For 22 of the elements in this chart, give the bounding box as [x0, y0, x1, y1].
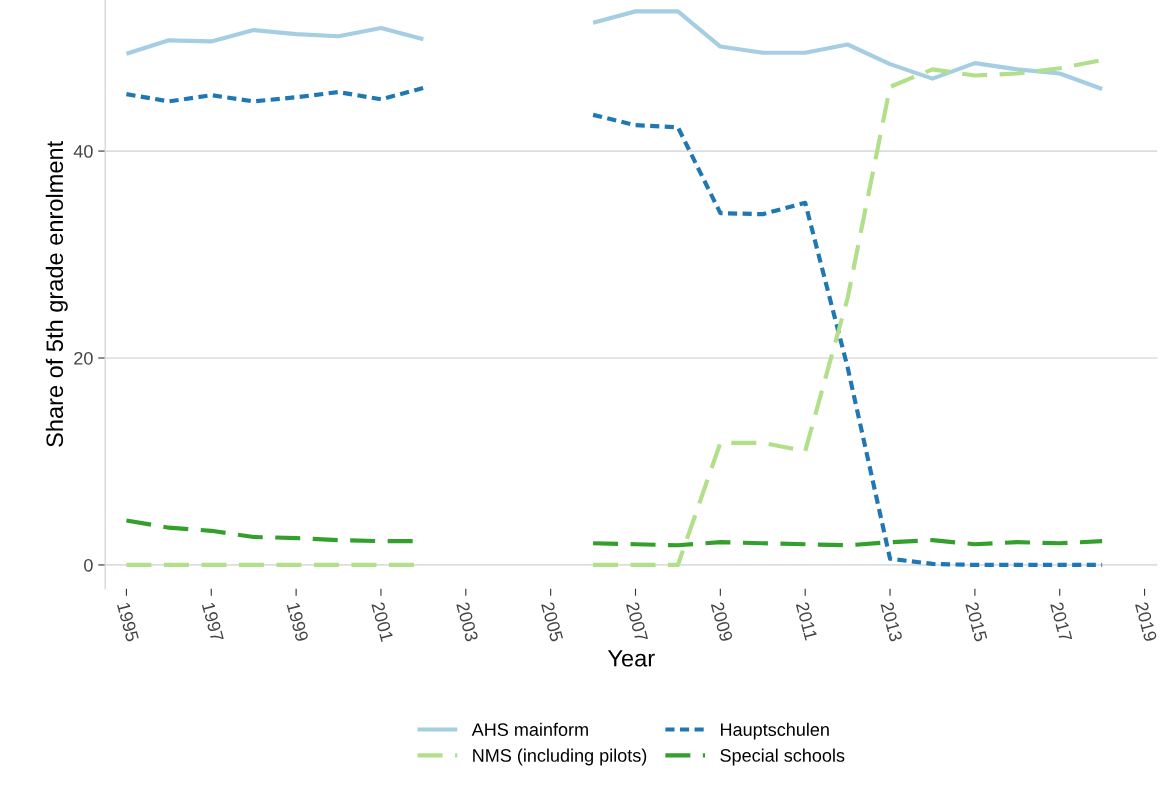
x-tick-label: 2019: [1134, 601, 1158, 642]
legend-label: Special schools: [720, 748, 845, 766]
legend-label: NMS (including pilots): [473, 748, 647, 766]
x-axis-title: Year: [607, 650, 655, 667]
x-tick-label: 1995: [116, 602, 140, 643]
x-tick-label: 2001: [371, 601, 394, 642]
x-tick-label: 1999: [286, 602, 309, 642]
y-tick-label: 0: [84, 558, 93, 572]
x-tick-label: 2003: [456, 601, 479, 643]
x-tick-label: 2005: [541, 601, 564, 643]
legend-label: AHS mainform: [471, 722, 588, 737]
x-tick-label: 2007: [625, 601, 649, 642]
x-tick-label: 2017: [1050, 601, 1073, 642]
x-tick-label: 2015: [965, 601, 988, 643]
y-tick-label: 20: [74, 351, 93, 365]
y-tick-label: 40: [73, 145, 93, 158]
x-tick-label: 1997: [201, 602, 224, 642]
x-tick-label: 2011: [795, 601, 818, 641]
x-tick-label: 2013: [880, 601, 903, 643]
legend-label: Hauptschulen: [721, 722, 829, 740]
y-axis-title: Share of 5th grade enrolment: [45, 140, 68, 447]
x-tick-label: 2009: [710, 601, 733, 642]
